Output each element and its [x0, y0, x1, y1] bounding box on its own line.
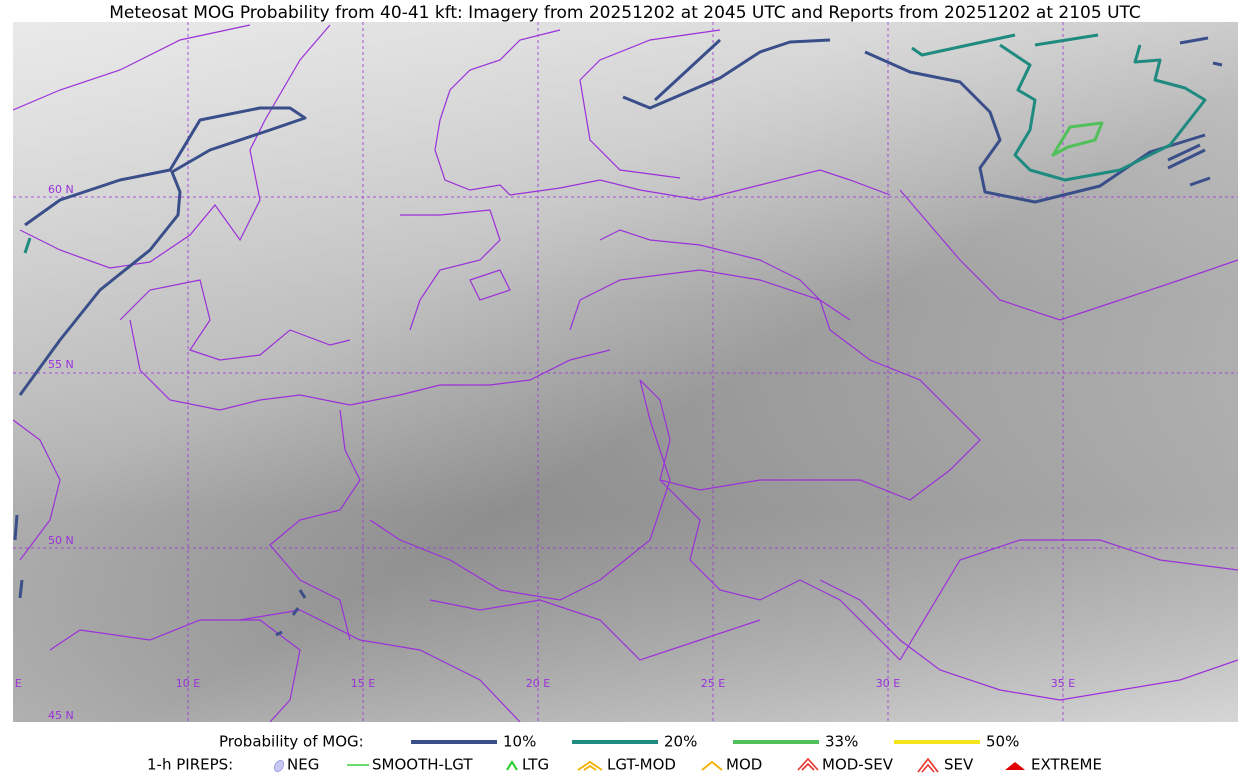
grid-labels: 60 N 55 N 50 N 45 N 5 E 10 E 15 E 20 E 25 E 30 E 3…	[4, 183, 1075, 722]
contour-10	[622, 38, 831, 110]
pirep-label: LTG	[522, 756, 549, 774]
coastline	[13, 24, 331, 269]
coastline	[599, 229, 851, 321]
graticule	[13, 22, 1238, 722]
lon-label: 15 E	[351, 677, 375, 690]
lon-label: 25 E	[701, 677, 725, 690]
pirep-label: EXTREME	[1031, 756, 1102, 774]
legend-label: 33%	[825, 733, 858, 751]
pirep-label: MOD	[726, 756, 762, 774]
borders	[239, 189, 1238, 722]
lon-label: 20 E	[526, 677, 550, 690]
legend-label: 50%	[986, 733, 1019, 751]
coastline	[119, 279, 611, 411]
pirep-label: MOD-SEV	[822, 756, 894, 774]
contours	[13, 33, 1223, 637]
legend: Probability of MOG: 1-h PIREPS: 10% 20% 33…	[147, 733, 1102, 774]
lat-label: 50 N	[48, 534, 74, 547]
legend-title: Probability of MOG:	[219, 733, 364, 751]
lon-label: 35 E	[1051, 677, 1075, 690]
contour-10	[1167, 36, 1223, 187]
coastlines	[13, 24, 1238, 722]
coastline	[434, 29, 891, 201]
border	[369, 379, 671, 601]
pirep-label: NEG	[287, 756, 319, 774]
lon-label: 30 E	[876, 677, 900, 690]
border	[569, 269, 981, 501]
coastline	[13, 419, 301, 722]
pirep-icons	[273, 757, 1025, 773]
icon-mod	[701, 760, 723, 771]
legend-label: 20%	[664, 733, 697, 751]
contour-20	[23, 237, 32, 254]
contour-33	[1051, 121, 1104, 157]
icon-neg	[273, 759, 285, 773]
lat-label: 55 N	[48, 358, 74, 371]
coastline	[579, 29, 721, 179]
border	[899, 189, 1238, 661]
lon-label: 10 E	[176, 677, 200, 690]
icon-mod-sev	[797, 757, 819, 771]
lat-label: 45 N	[48, 709, 74, 722]
border	[239, 479, 901, 722]
coastline	[400, 209, 511, 331]
contour-10	[13, 514, 307, 637]
icon-sev	[917, 757, 939, 773]
coastline	[819, 579, 1238, 701]
pireps-title: 1-h PIREPS:	[147, 756, 233, 774]
icon-lgt-mod	[577, 760, 603, 771]
pirep-label: SEV	[944, 756, 974, 774]
icon-ltg	[506, 760, 518, 771]
lat-label: 60 N	[48, 183, 74, 196]
title: Meteosat MOG Probability from 40-41 kft:…	[109, 3, 1141, 23]
lon-label: 5 E	[4, 677, 21, 690]
legend-label: 10%	[503, 733, 536, 751]
pirep-label: SMOOTH-LGT	[372, 756, 473, 774]
icon-extreme	[1005, 762, 1025, 770]
contour-10	[18, 106, 307, 396]
border	[269, 409, 361, 641]
map: 60 N 55 N 50 N 45 N 5 E 10 E 15 E 20 E 25 E 30 E 3…	[4, 22, 1238, 722]
contour-20	[911, 33, 1207, 182]
pirep-label: LGT-MOD	[607, 756, 676, 774]
contour-10	[864, 50, 1206, 204]
cloud-shading	[13, 22, 1238, 722]
